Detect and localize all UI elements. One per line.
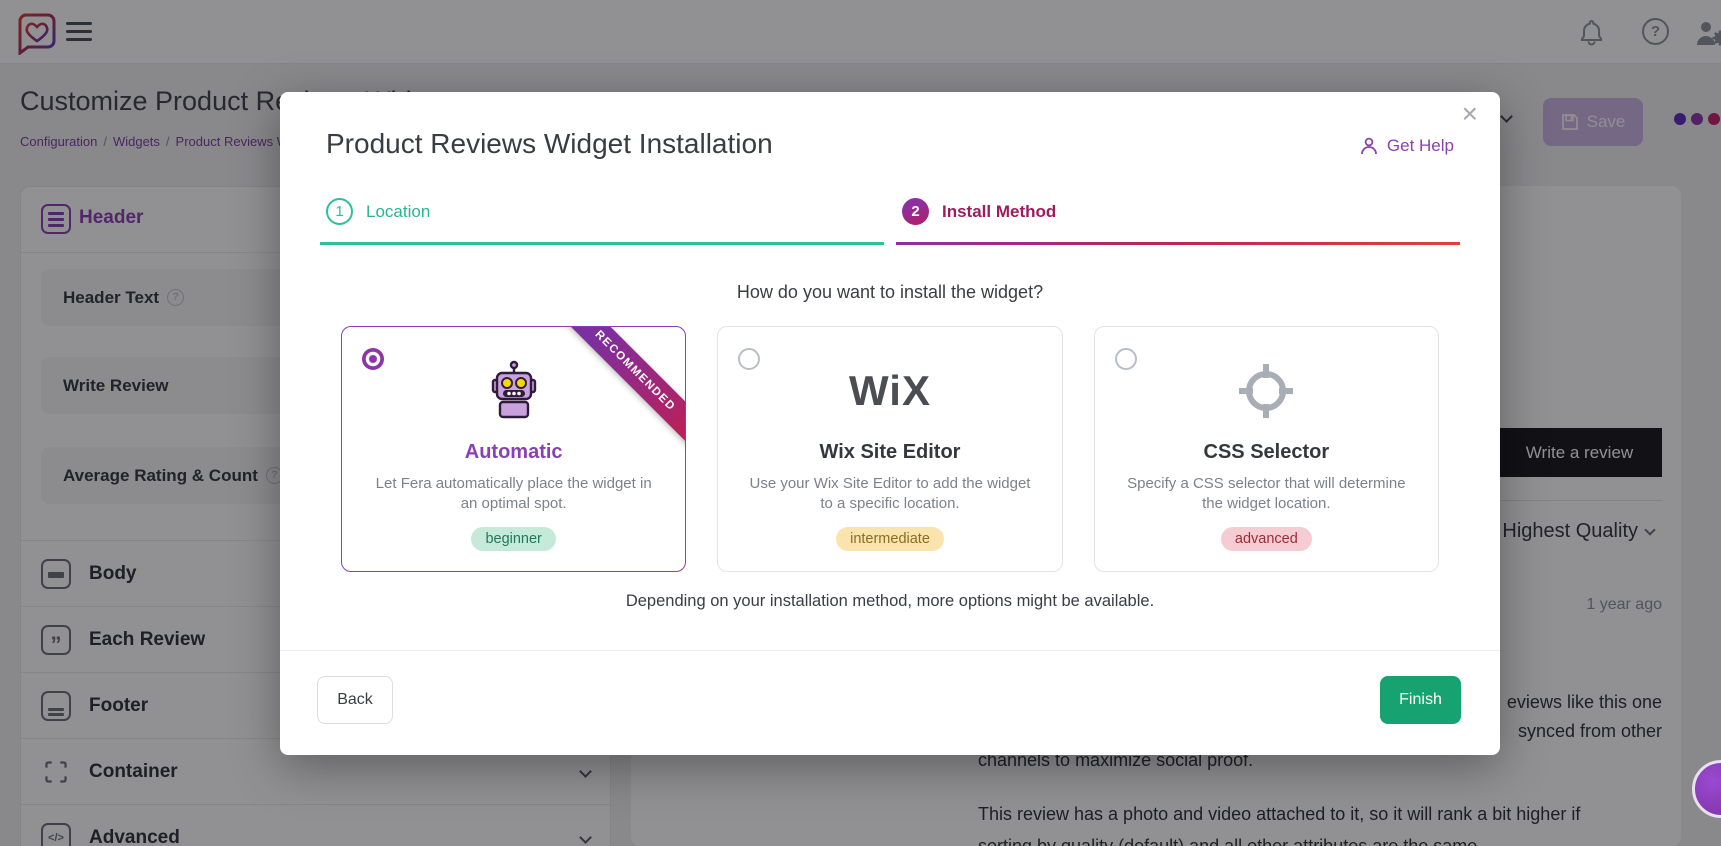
review-text-line: eviews like this one [1506, 692, 1662, 712]
help-circle-icon[interactable]: ? [167, 289, 185, 306]
option-description: Let Fera automatically place the widget … [375, 475, 652, 513]
help-icon[interactable]: ? [1642, 18, 1669, 45]
container-icon [41, 757, 71, 787]
breadcrumb-configuration[interactable]: Configuration [20, 134, 98, 149]
get-help-person-icon [1361, 137, 1377, 155]
sidebar-item-advanced[interactable]: </> Advanced [21, 804, 610, 846]
account-settings-icon[interactable] [1694, 20, 1721, 46]
difficulty-badge: intermediate [836, 526, 944, 551]
body-icon [41, 558, 71, 589]
finish-button[interactable]: Finish [1380, 676, 1461, 724]
header-section-icon [41, 204, 71, 234]
install-note: Depending on your installation method, m… [625, 592, 1155, 610]
floppy-disk-icon [1561, 114, 1578, 130]
review-timestamp: 1 year ago [1586, 596, 1662, 613]
radio-automatic[interactable] [362, 348, 384, 370]
get-help-link[interactable]: Get Help [1359, 136, 1454, 156]
widget-installation-modal: × Product Reviews Widget Installation Ge… [280, 92, 1500, 755]
option-title: Wix Site Editor [819, 441, 961, 463]
review-text-line: channels to maximize social proof. [978, 750, 1254, 770]
wix-logo: WiX [849, 367, 931, 414]
step-number-badge: 2 [902, 198, 929, 225]
option-description: Specify a CSS selector that will determi… [1127, 475, 1406, 513]
install-options: RECOMMENDED [341, 326, 1439, 572]
option-card-css-selector[interactable]: CSS Selector Specify a CSS selector that… [1093, 326, 1439, 572]
back-button[interactable]: Back [317, 676, 393, 724]
step-install-method-tab[interactable]: 2 Install Method [896, 194, 1460, 245]
breadcrumb-widgets[interactable]: Widgets [112, 134, 160, 149]
step-location-tab[interactable]: 1 Location [320, 194, 884, 245]
sidebar-item-label: Header [79, 207, 144, 228]
option-card-automatic[interactable]: RECOMMENDED [341, 326, 687, 572]
fera-logo-icon[interactable] [14, 9, 60, 55]
footer-icon [41, 690, 71, 721]
menu-icon[interactable] [66, 22, 92, 42]
save-button[interactable]: Save [1543, 98, 1643, 146]
close-icon[interactable]: × [1461, 98, 1478, 129]
css-target-icon [1239, 364, 1294, 418]
option-description: Use your Wix Site Editor to add the widg… [749, 475, 1031, 513]
review-text-line: This review has a photo and video attach… [978, 804, 1581, 824]
review-text-line: synced from other [1517, 721, 1662, 741]
notifications-bell-icon[interactable] [1578, 18, 1605, 46]
radio-css-selector[interactable] [1114, 348, 1137, 370]
write-review-button[interactable]: Write a review [1497, 428, 1662, 477]
each-review-quote-icon: ” [41, 624, 71, 655]
difficulty-badge: beginner [471, 526, 556, 551]
option-title: CSS Selector [1203, 441, 1330, 463]
radio-wix[interactable] [738, 348, 761, 370]
robot-icon [491, 360, 536, 419]
top-navbar: ? [0, 0, 1721, 64]
review-text-line: sorting by quality (default) and all oth… [978, 836, 1483, 846]
wizard-steps: 1 Location 2 Install Method [320, 194, 1460, 245]
overflow-menu-dots-icon[interactable] [1674, 113, 1720, 125]
modal-footer: Back Finish [280, 650, 1500, 755]
advanced-code-icon: </> [41, 822, 71, 846]
option-title: Automatic [464, 441, 563, 463]
option-card-wix[interactable]: WiX Wix Site Editor Use your Wix Site Ed… [717, 326, 1063, 572]
install-question: How do you want to install the widget? [736, 282, 1044, 302]
step-number-badge: 1 [326, 198, 353, 225]
difficulty-badge: advanced [1220, 526, 1312, 551]
modal-title: Product Reviews Widget Installation [326, 128, 773, 159]
